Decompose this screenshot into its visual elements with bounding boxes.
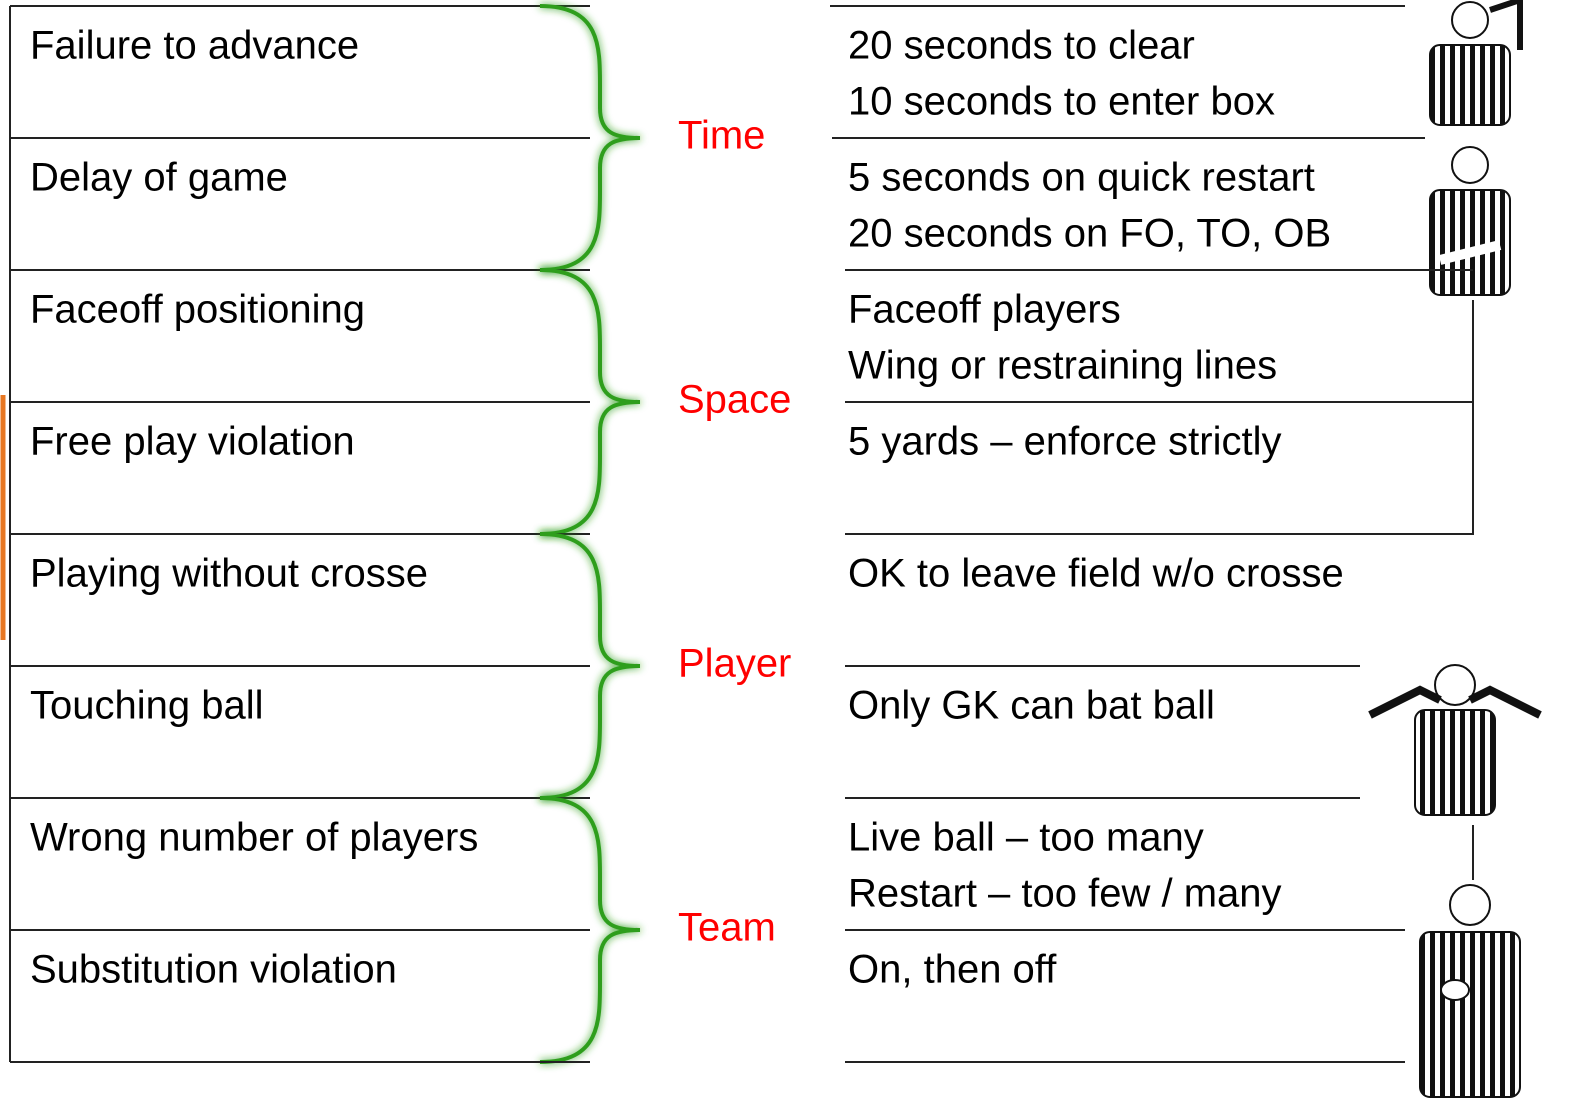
referee (1429, 146, 1511, 296)
violation: Wrong number of players (30, 816, 478, 860)
violation: Substitution violation (30, 948, 397, 992)
detail: 5 seconds on quick restart (848, 156, 1315, 200)
detail: On, then off (848, 948, 1057, 992)
group-label: Player (678, 642, 791, 686)
violation: Touching ball (30, 684, 264, 728)
group-label: Space (678, 378, 791, 422)
detail: Wing or restraining lines (848, 344, 1277, 388)
brace (539, 532, 641, 800)
detail: Restart – too few / many (848, 872, 1282, 916)
referee (1368, 664, 1542, 816)
referee (1419, 884, 1521, 1098)
detail: 20 seconds to clear (848, 24, 1195, 68)
detail: Only GK can bat ball (848, 684, 1215, 728)
detail: OK to leave field w/o crosse (848, 552, 1344, 596)
group-label: Team (678, 906, 776, 950)
detail: Live ball – too many (848, 816, 1204, 860)
violation: Faceoff positioning (30, 288, 365, 332)
detail: Faceoff players (848, 288, 1121, 332)
brace (539, 796, 641, 1064)
detail: 10 seconds to enter box (848, 80, 1275, 124)
referee (1429, 0, 1523, 126)
detail: 20 seconds on FO, TO, OB (848, 212, 1331, 256)
brace (539, 268, 641, 536)
group-label: Time (678, 114, 765, 158)
violation: Delay of game (30, 156, 288, 200)
violation: Free play violation (30, 420, 355, 464)
violation: Playing without crosse (30, 552, 428, 596)
brace (539, 4, 641, 272)
detail: 5 yards – enforce strictly (848, 420, 1282, 464)
violation: Failure to advance (30, 24, 359, 68)
